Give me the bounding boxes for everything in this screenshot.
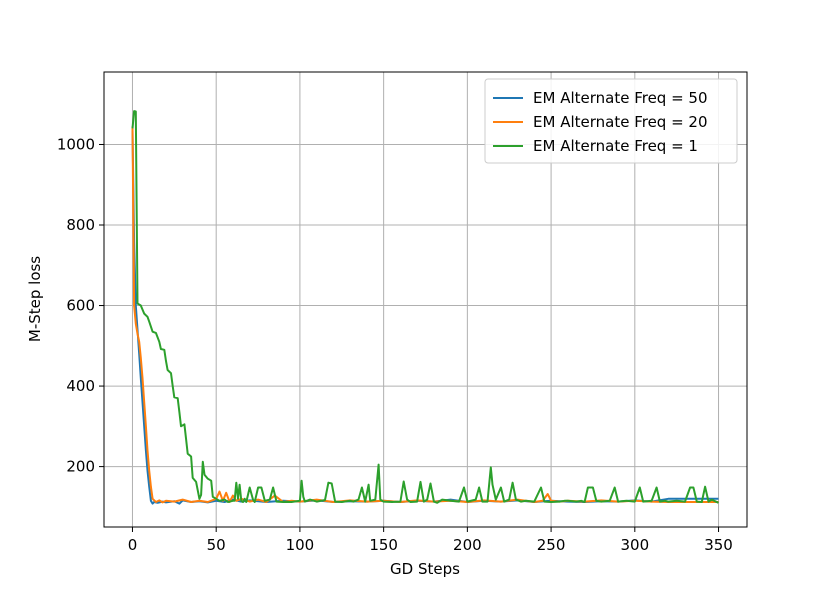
series-lines [131, 110, 719, 505]
x-tick-label: 50 [207, 536, 226, 554]
series-line [131, 110, 719, 504]
x-tick-label: 0 [128, 536, 138, 554]
x-tick-label: 100 [286, 536, 315, 554]
x-tick-label: 150 [369, 536, 398, 554]
legend-label: EM Alternate Freq = 20 [533, 113, 708, 131]
legend-label: EM Alternate Freq = 50 [533, 89, 708, 107]
x-tick-label: 300 [620, 536, 649, 554]
y-tick-label: 400 [66, 377, 95, 395]
y-tick-label: 1000 [57, 135, 95, 153]
axis-ticks: 0 50 100 150 200 250 300 350 200 400 600 800 1000 [57, 135, 733, 554]
x-axis-title: GD Steps [390, 560, 460, 578]
y-tick-label: 200 [66, 458, 95, 476]
y-tick-label: 600 [66, 297, 95, 315]
legend: EM Alternate Freq = 50 EM Alternate Freq … [484, 78, 738, 164]
x-tick-label: 200 [453, 536, 482, 554]
plot-frame [103, 71, 748, 528]
y-tick-label: 800 [66, 216, 95, 234]
legend-label: EM Alternate Freq = 1 [533, 137, 698, 155]
x-tick-label: 250 [537, 536, 566, 554]
x-tick-label: 350 [704, 536, 733, 554]
legend-box [484, 78, 738, 164]
y-axis-title: M-Step loss [26, 256, 44, 342]
